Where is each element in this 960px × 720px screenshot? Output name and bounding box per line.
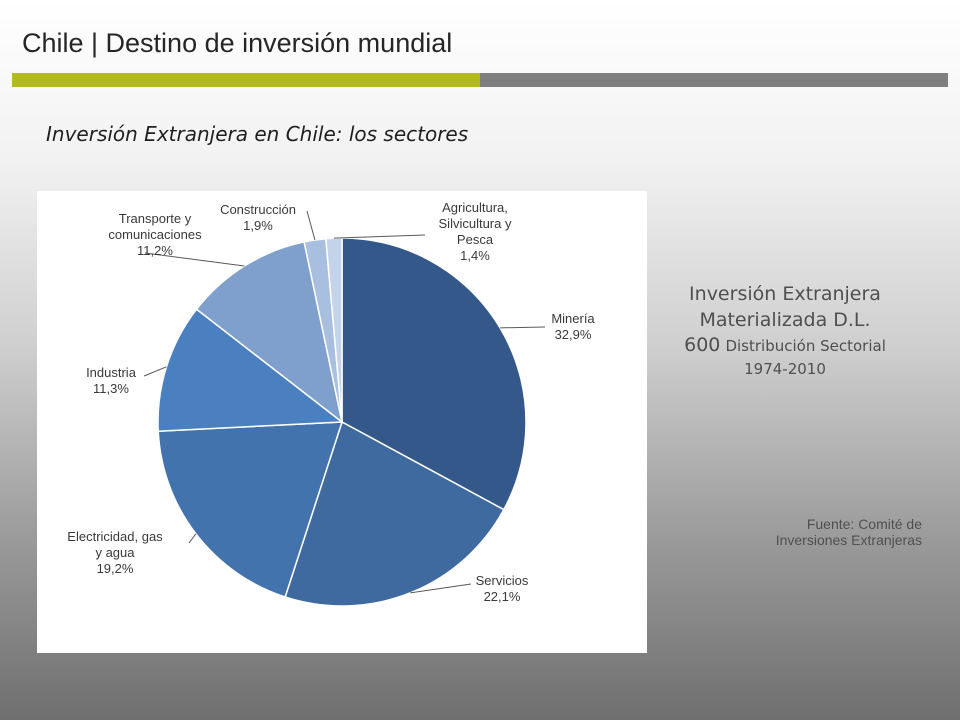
slice-label-electricidad-gas-y-agua: Electricidad, gas y agua 19,2%	[67, 529, 163, 576]
slice-label-agricultura-silvicultura-y-pesca: Agricultura, Silvicultura y Pesca 1,4%	[439, 200, 512, 263]
page-title: Chile | Destino de inversión mundial	[22, 28, 453, 58]
pie-slice-servicios	[284, 420, 505, 607]
leader-line-industria	[143, 366, 167, 377]
source-line-1: Fuente: Comité de	[806, 516, 922, 532]
leader-line-transporte-y-comunicaciones	[144, 252, 245, 267]
pie-slice-electricidad-gas-y-agua	[157, 421, 344, 598]
pie-chart-panel: Minería 32,9% Servicios 22,1% Electricidad, …	[37, 191, 647, 653]
chart-description: Inversión Extranjera Materializada D.L. …	[650, 282, 920, 379]
description-period: 1974-2010	[744, 359, 826, 378]
description-line-3-text: Distribución Sectorial	[725, 337, 886, 356]
leader-line-agricultura-silvicultura-y-pesca	[333, 234, 426, 239]
leader-line-servicios	[410, 583, 472, 594]
slice-label-industria: Industria 11,3%	[86, 365, 137, 396]
leader-line-mineria	[500, 326, 546, 329]
leader-line-construccion	[306, 210, 316, 241]
pie-chart: Minería 32,9% Servicios 22,1% Electricidad, …	[67, 200, 595, 607]
title-accent-bar	[12, 73, 480, 87]
description-line-1: Inversión Extranjera	[689, 283, 881, 305]
pie-slice-mineria	[341, 237, 527, 511]
source-note: Fuente: Comité de Inversiones Extranjera…	[700, 516, 922, 548]
slice-label-transporte-y-comunicaciones: Transporte y comunicaciones 11,2%	[108, 211, 202, 258]
slice-label-mineria: Minería 32,9%	[551, 311, 595, 342]
description-line-3-number: 600	[684, 334, 721, 357]
source-line-2: Inversiones Extranjeras	[775, 532, 922, 549]
leader-line-electricidad-gas-y-agua	[188, 533, 197, 544]
description-line-2: Materializada D.L.	[699, 308, 871, 331]
slice-label-servicios: Servicios 22,1%	[476, 573, 529, 604]
slice-label-construccion: Construcción 1,9%	[220, 202, 296, 233]
title-rule-bar	[480, 73, 948, 87]
slide-subtitle: Inversión Extranjera en Chile: los secto…	[46, 122, 469, 146]
